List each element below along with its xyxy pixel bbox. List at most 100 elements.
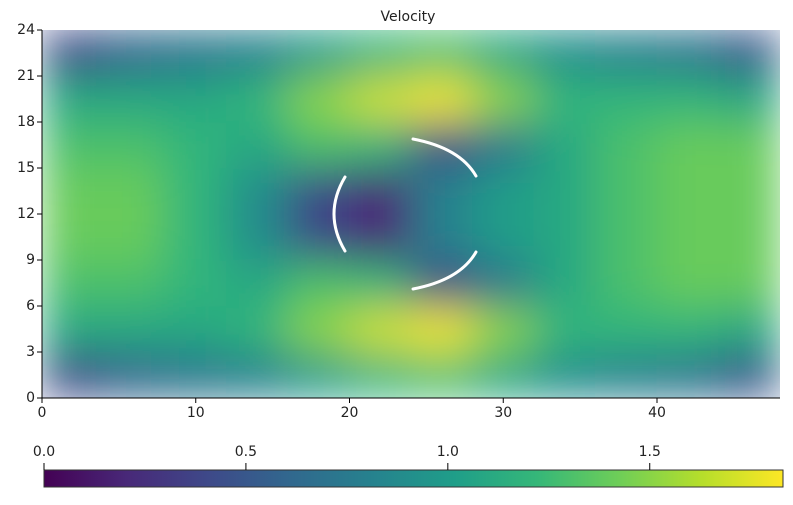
- heatmap-cell: [656, 30, 719, 77]
- heatmap-cell: [410, 305, 473, 353]
- heatmap-cell: [287, 351, 350, 398]
- heatmap-cell: [472, 75, 535, 123]
- x-tick-label: 10: [187, 405, 205, 421]
- y-tick-label: 24: [17, 22, 35, 38]
- heatmap-cell: [349, 121, 412, 169]
- y-tick-label: 21: [17, 68, 35, 84]
- colorbar-tick-label: 0.0: [33, 444, 55, 460]
- x-tick-label: 20: [341, 405, 359, 421]
- heatmap-cell: [718, 305, 780, 353]
- heatmap-cell: [533, 75, 596, 123]
- y-tick-label: 6: [26, 298, 35, 314]
- heatmap-cell: [349, 259, 412, 307]
- x-tick-label: 0: [38, 405, 47, 421]
- heatmap-cell: [226, 121, 289, 169]
- y-tick-label: 0: [26, 390, 35, 406]
- heatmap-cell: [595, 213, 658, 261]
- heatmap-cell: [533, 259, 596, 307]
- heatmap-cell: [595, 351, 658, 398]
- heatmap-cell: [472, 213, 535, 261]
- heatmap-cell: [410, 351, 473, 398]
- heatmap-cell: [533, 121, 596, 169]
- heatmap-cell: [103, 259, 166, 307]
- heatmap-cell: [349, 167, 412, 215]
- heatmap-cell: [164, 30, 227, 77]
- heatmap-cell: [533, 167, 596, 215]
- heatmap-cell: [42, 30, 104, 77]
- heatmap-cell: [103, 30, 166, 77]
- heatmap-cell: [164, 351, 227, 398]
- heatmap-cell: [349, 305, 412, 353]
- heatmap-cell: [164, 75, 227, 123]
- obstacles: [332, 137, 478, 291]
- heatmap-cell: [287, 121, 350, 169]
- heatmap-cell: [595, 259, 658, 307]
- heatmap-cell: [226, 75, 289, 123]
- heatmap-cell: [656, 167, 719, 215]
- heatmap-cell: [595, 75, 658, 123]
- heatmap-cell: [164, 305, 227, 353]
- heatmap-cell: [42, 351, 104, 398]
- heatmap-cell: [656, 305, 719, 353]
- heatmap-cell: [533, 30, 596, 77]
- heatmap-cell: [103, 351, 166, 398]
- heatmap-cell: [287, 75, 350, 123]
- colorbar-tick-label: 0.5: [235, 444, 257, 460]
- heatmap-cell: [472, 167, 535, 215]
- heatmap-cell: [410, 75, 473, 123]
- heatmap-cell: [42, 305, 104, 353]
- obstacle-arc: [411, 250, 478, 291]
- heatmap-cell: [410, 30, 473, 77]
- heatmap-cell: [42, 121, 104, 169]
- y-tick-label: 18: [17, 114, 35, 130]
- heatmap-cell: [226, 305, 289, 353]
- heatmap-cell: [42, 167, 104, 215]
- heatmap-cell: [472, 305, 535, 353]
- x-tick-label: 30: [494, 405, 512, 421]
- heatmap-cell: [287, 167, 350, 215]
- heatmap-cell: [349, 30, 412, 77]
- heatmap-cell: [472, 30, 535, 77]
- heatmap-cell: [595, 167, 658, 215]
- y-tick-label: 15: [17, 160, 35, 176]
- heatmap-cell: [472, 351, 535, 398]
- y-tick-label: 3: [26, 344, 35, 360]
- heatmap-cell: [533, 305, 596, 353]
- heatmap-cell: [103, 213, 166, 261]
- colorbar: [43, 469, 784, 488]
- heatmap-cell: [595, 121, 658, 169]
- heatmap-cell: [164, 213, 227, 261]
- y-tick-label: 12: [17, 206, 35, 222]
- heatmap-cell: [656, 75, 719, 123]
- heatmap-cell: [287, 213, 350, 261]
- heatmap-cell: [42, 259, 104, 307]
- heatmap-cell: [595, 30, 658, 77]
- heatmap-cell: [533, 351, 596, 398]
- colorbar-tick-label: 1.5: [639, 444, 661, 460]
- heatmap-cell: [103, 121, 166, 169]
- heatmap-cell: [718, 213, 780, 261]
- heatmap-cell: [226, 213, 289, 261]
- heatmap-cell: [164, 259, 227, 307]
- heatmap-cell: [656, 259, 719, 307]
- heatmap-cell: [42, 213, 104, 261]
- chart-title: Velocity: [381, 9, 436, 25]
- colorbar-tick-label: 1.0: [437, 444, 459, 460]
- heatmap-cell: [718, 75, 780, 123]
- heatmap-cell: [103, 167, 166, 215]
- heatmap-cell: [718, 121, 780, 169]
- heatmap-cell: [656, 213, 719, 261]
- heatmap-cell: [42, 75, 104, 123]
- heatmap-cell: [287, 259, 350, 307]
- heatmap-cell: [656, 121, 719, 169]
- heatmap-cell: [226, 167, 289, 215]
- heatmap-cell: [287, 30, 350, 77]
- heatmap-cell: [472, 121, 535, 169]
- heatmap-cell: [472, 259, 535, 307]
- heatmap-cell: [349, 351, 412, 398]
- heatmap-cell: [287, 305, 350, 353]
- obstacle-arc: [332, 175, 347, 253]
- heatmap-cell: [718, 30, 780, 77]
- heatmap-cell: [410, 167, 473, 215]
- obstacle-arc: [411, 137, 478, 178]
